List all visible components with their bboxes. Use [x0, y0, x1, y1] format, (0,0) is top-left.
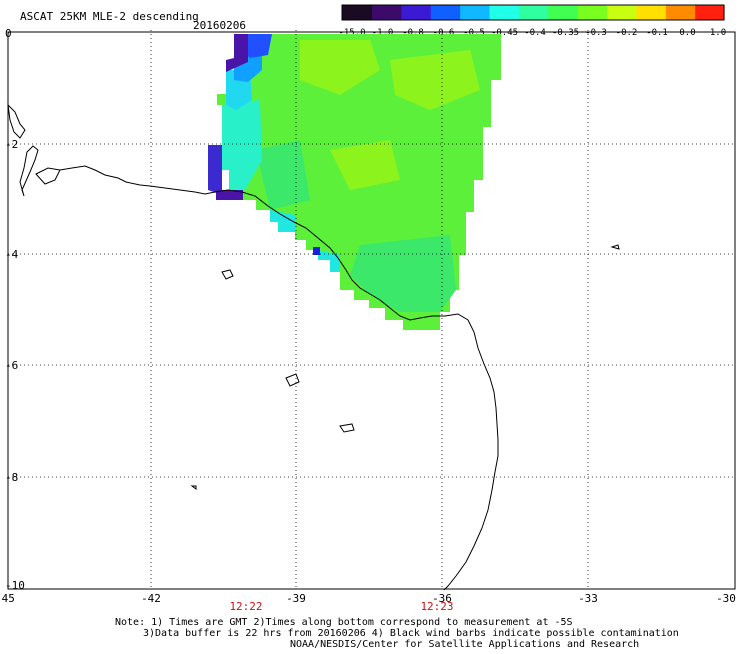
swath-patch: [242, 34, 272, 58]
y-tick-label: -10: [5, 579, 25, 592]
colorbar-segment: [606, 5, 637, 20]
x-tick-label: -39: [286, 592, 306, 605]
coastline-amapa: [7, 103, 26, 139]
y-tick-label: 0: [5, 27, 12, 40]
colorbar-segment: [577, 5, 608, 20]
colorbar-segment: [635, 5, 666, 20]
swath-patch: [216, 190, 243, 200]
island: [339, 423, 355, 433]
map-date: 20160206: [193, 19, 246, 32]
colorbar-tick-label: 0.0: [679, 28, 695, 38]
time-label: 12:22: [229, 600, 262, 613]
gridlines: [8, 30, 735, 590]
colorbar-tick-label: -0.6: [433, 28, 455, 38]
colorbar-segment: [371, 5, 402, 20]
colorbar-tick-label: -0.4: [524, 28, 546, 38]
map-frame: [7, 31, 736, 590]
swath-patch: [318, 250, 340, 272]
swath-patch: [390, 50, 480, 110]
swath-patch: [350, 235, 456, 312]
y-tick-label: -6: [5, 359, 18, 372]
swath-patch: [300, 40, 380, 95]
colorbar-segment: [459, 5, 490, 20]
swath-patch: [222, 100, 262, 195]
note-line-3: NOAA/NESDIS/Center for Satellite Applica…: [290, 639, 639, 650]
x-axis-labels: -45 -42 -39 -36 -33 -30: [0, 592, 736, 605]
island: [610, 244, 620, 250]
swath-patch: [330, 140, 400, 190]
note-line-1: Note: 1) Times are GMT 2)Times along bot…: [115, 617, 573, 628]
colorbar-tick-label: -15.0: [338, 28, 365, 38]
island: [285, 373, 300, 387]
colorbar-frame: [341, 4, 725, 21]
colorbar-tick-label: -1.0: [372, 28, 394, 38]
swath-patch: [270, 210, 295, 232]
time-label: 12:23: [420, 600, 453, 613]
swath-patch: [256, 140, 310, 210]
island: [221, 269, 234, 280]
x-tick-label: -42: [141, 592, 161, 605]
x-tick-label: -36: [432, 592, 452, 605]
colorbar-segment: [400, 5, 431, 20]
colorbar-tick-labels: -15.0 -1.0 -0.8 -0.6 -0.5 -0.45 -0.4 -0.35 -0.3-…: [338, 28, 726, 38]
colorbar-tick-label: -0.1: [646, 28, 668, 38]
colorbar-segment: [430, 5, 461, 20]
colorbar-segment: [694, 5, 725, 20]
ascat-swath: [208, 34, 501, 330]
colorbar-segment: [518, 5, 549, 20]
swath-patch: [226, 34, 248, 72]
coastline-estuary: [35, 167, 61, 185]
y-tick-label: -8: [5, 471, 18, 484]
map-title: ASCAT 25KM MLE-2 descending: [20, 10, 199, 23]
y-axis-labels: 0 -2 -4 -6 -8 -10: [5, 27, 25, 592]
coastline-marajo: [19, 145, 39, 197]
coastline: [7, 103, 620, 591]
colorbar-tick-label: -0.2: [616, 28, 638, 38]
island: [190, 485, 197, 490]
footnote: Note: 1) Times are GMT 2)Times along bot…: [115, 617, 679, 650]
colorbar-tick-label: -0.5: [463, 28, 485, 38]
swath-patch: [313, 247, 320, 255]
colorbar-tick-label: 1.0: [710, 28, 726, 38]
y-tick-label: -2: [5, 138, 18, 151]
colorbar-tick-label: -0.8: [402, 28, 424, 38]
x-tick-label: -30: [716, 592, 736, 605]
colorbar-segment: [488, 5, 519, 20]
colorbar-segment: [547, 5, 578, 20]
swath-patch: [208, 145, 222, 195]
x-tick-label: -33: [578, 592, 598, 605]
colorbar-tick-label: -0.45: [491, 28, 518, 38]
colorbar-tick-label: -0.35: [552, 28, 579, 38]
colorbar-segment: [342, 5, 372, 20]
note-line-2: 3)Data buffer is 22 hrs from 20160206 4)…: [143, 628, 679, 639]
coastline-brazil: [59, 165, 499, 591]
y-tick-label: -4: [5, 248, 19, 261]
colorbar: -15.0 -1.0 -0.8 -0.6 -0.5 -0.45 -0.4 -0.35 -0.3-…: [338, 4, 726, 38]
x-tick-label: -45: [0, 592, 15, 605]
colorbar-segment: [665, 5, 696, 20]
time-labels: 12:22 12:23: [229, 600, 453, 613]
colorbar-tick-label: -0.3: [585, 28, 607, 38]
